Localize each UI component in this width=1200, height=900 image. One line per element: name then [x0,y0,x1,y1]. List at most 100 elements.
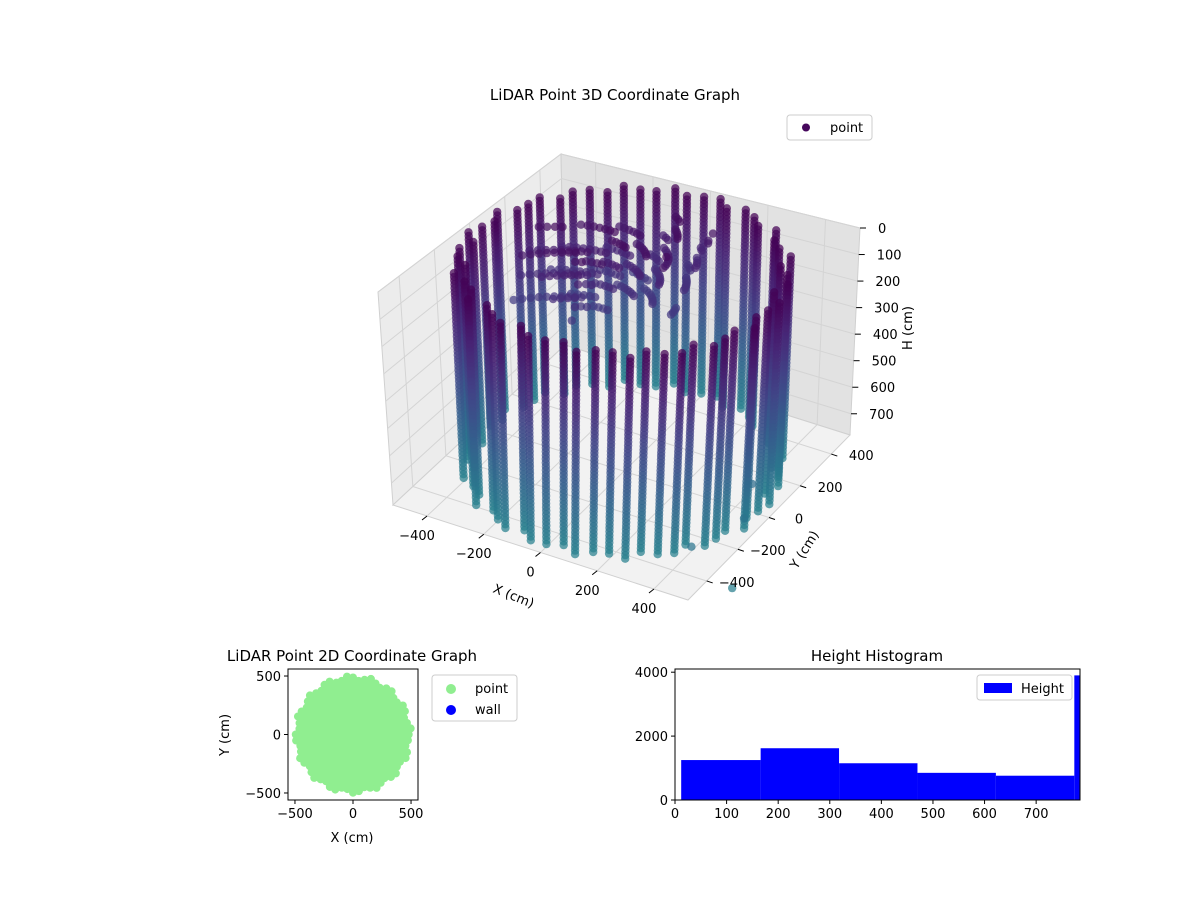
data-point [400,713,409,722]
data-point [666,310,676,319]
data-point [621,554,630,563]
data-point [293,712,302,721]
y-tick-label-3d: −400 [719,576,755,591]
data-point [332,678,341,687]
histogram-bar [839,763,918,800]
data-point [403,736,412,745]
histogram-bars [681,675,1081,801]
data-point [711,534,721,543]
data-point [552,271,562,280]
data-point [526,536,535,545]
y-tick-label-3d: −200 [750,544,786,559]
data-point [472,500,481,510]
z-tick-label-3d: 600 [870,381,895,396]
y-tick-3d [799,485,807,489]
x-tick-label-hist: 0 [671,807,679,822]
data-point [516,271,526,280]
data-point [583,221,592,230]
axes-3d: −400 −200 0 200 400 −400 −200 0 200 400 0 100 200 300… [399,222,901,617]
data-point [651,382,661,391]
data-point [691,263,700,273]
legend-2d-marker-point [446,684,456,694]
data-point [545,271,554,281]
data-point [380,774,389,783]
y-tick-3d [831,453,838,457]
data-point [587,280,596,290]
data-point [557,248,567,257]
x-tick-3d [535,552,541,557]
data-point [675,217,684,226]
y-tick-3d [737,548,745,552]
data-point [621,243,630,252]
data-point [589,547,598,557]
z-tick-label-3d: 500 [872,355,897,370]
data-point [739,514,749,523]
data-point [398,701,407,710]
data-point [591,293,600,302]
legend-3d-label: point [830,121,863,136]
data-point [648,299,657,309]
legend-histogram-swatch [984,683,1012,693]
data-point [291,730,300,739]
data-point [548,294,558,304]
data-point [537,272,546,281]
z-tick-label-3d: 400 [873,328,898,343]
legend-3d: point [786,114,873,141]
data-point [305,762,314,771]
plot-2d: LiDAR Point 2D Coordinate Graph −500 0 500… [218,647,518,846]
y-tick-label-2d: −500 [245,787,281,802]
x-tick-3d [421,515,428,521]
axes-2d: −500 0 500 −500 0 500 [245,670,423,822]
axes-histogram: 0 100 200 300 400 500 600 700 0 2000 4000 [635,666,1049,822]
x-tick-label-2d: 500 [399,807,424,822]
data-point [577,293,586,302]
data-point [679,285,689,295]
data-point [609,284,618,294]
data-point [391,769,400,778]
data-point [636,547,645,557]
x-tick-label-hist: 300 [817,807,842,822]
data-point [673,234,682,244]
plot-2d-title: LiDAR Point 2D Coordinate Graph [227,647,477,665]
y-tick-label-3d: 400 [849,449,874,464]
x-tick-label-3d: 0 [526,566,534,581]
grid-line-z [377,153,861,293]
histogram-bar [917,772,996,801]
data-point [296,741,305,750]
histogram-bar [995,775,1075,801]
data-point [564,248,574,257]
y-tick-label-2d: 0 [273,729,281,744]
data-point [534,249,544,258]
x-axis-label-3d: X (cm) [491,582,536,612]
plot-histogram: Height Histogram 0 100 200 300 400 500 600 7000… [635,647,1081,822]
data-point [559,540,568,550]
data-point [403,748,412,757]
data-point [636,231,645,240]
data-point [360,675,369,684]
data-point [570,302,580,312]
x-tick-label-3d: −400 [399,529,435,544]
x-tick-label-3d: 400 [632,602,657,617]
data-point [653,550,662,559]
plot-3d-title: LiDAR Point 3D Coordinate Graph [490,86,740,104]
data-point [295,719,304,728]
data-point [703,239,713,248]
legend-histogram-frame [976,674,1073,701]
data-point [558,222,567,232]
data-point [654,280,664,289]
data-point [542,222,552,231]
z-tick-label-3d: 700 [869,408,894,423]
x-tick-label-hist: 400 [869,807,894,822]
y-axis-label-2d: Y (cm) [218,714,233,757]
histogram-title: Height Histogram [811,647,943,665]
data-point [659,263,668,273]
grid-line-y [504,196,801,487]
data-point [303,697,312,706]
x-tick-label-hist: 600 [972,807,997,822]
data-point [560,271,569,280]
data-point [654,257,664,266]
data-point [571,257,580,266]
data-point [295,724,304,733]
x-tick-label-2d: −500 [277,807,313,822]
x-axis-label-2d: X (cm) [331,831,374,846]
